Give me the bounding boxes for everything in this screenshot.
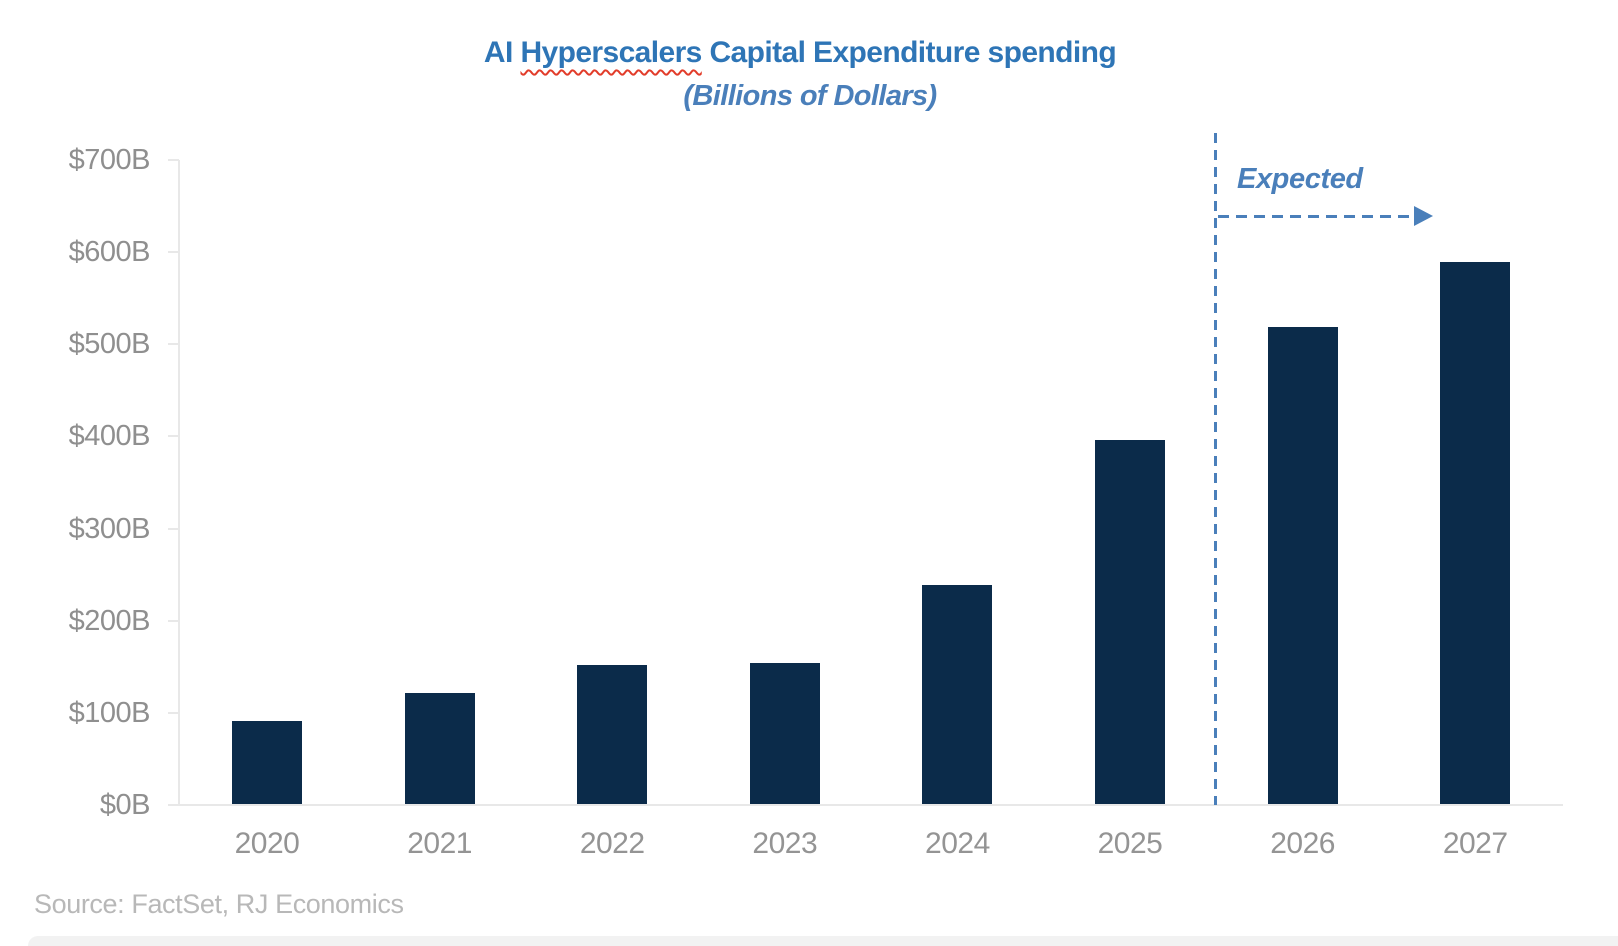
y-axis-tick: [168, 527, 179, 530]
expected-arrow-head-icon: [1414, 206, 1433, 226]
x-axis-label-2024: 2024: [925, 827, 990, 860]
y-axis-tick: [168, 159, 179, 161]
title-misspelled-word: Hyperscalers: [520, 36, 702, 69]
x-axis-line: [178, 804, 1563, 806]
y-axis-tick: [168, 435, 179, 438]
expected-label: Expected: [1237, 163, 1363, 195]
y-axis-label: $0B: [99, 789, 151, 821]
x-axis-label-2026: 2026: [1270, 827, 1335, 860]
chart-subtitle: (Billions of Dollars): [683, 80, 937, 112]
x-axis-label-2022: 2022: [579, 827, 645, 860]
y-axis-label: $500B: [68, 328, 151, 361]
y-axis-line: [178, 160, 180, 806]
y-axis-label: $200B: [68, 604, 151, 637]
y-axis-label: $300B: [68, 512, 151, 545]
bar-2022: [577, 664, 648, 805]
bar-2027: [1440, 262, 1511, 805]
x-axis-label-2025: 2025: [1097, 827, 1163, 860]
y-axis-tick: [168, 804, 179, 806]
bar-2024: [922, 584, 993, 805]
expected-arrow-line: [1218, 215, 1415, 218]
y-axis-tick: [168, 251, 179, 254]
expected-divider-line: [1214, 133, 1217, 805]
title-part2: Capital Expenditure spending: [701, 36, 1117, 69]
y-axis-label: $100B: [68, 696, 151, 729]
x-axis-label-2020: 2020: [234, 827, 300, 860]
bar-2021: [404, 692, 475, 805]
x-axis-label-2023: 2023: [752, 827, 818, 860]
y-axis-label: $400B: [68, 420, 151, 453]
bar-2023: [749, 663, 820, 805]
x-axis-label-2021: 2021: [407, 827, 472, 860]
bottom-edge-strip: [28, 936, 1618, 946]
source-note: Source: FactSet, RJ Economics: [34, 889, 404, 919]
bar-2026: [1267, 326, 1338, 805]
chart-title: AI Hyperscalers Capital Expenditure spen…: [0, 36, 1600, 70]
y-axis-tick: [168, 619, 179, 622]
x-axis-label-2027: 2027: [1442, 827, 1508, 860]
y-axis-tick: [168, 343, 179, 346]
y-axis-tick: [168, 711, 179, 714]
y-axis-label: $600B: [68, 236, 151, 269]
title-part1: AI: [483, 36, 521, 69]
y-axis-label: $700B: [68, 144, 151, 176]
bar-2020: [232, 721, 302, 805]
bar-2025: [1095, 440, 1165, 805]
